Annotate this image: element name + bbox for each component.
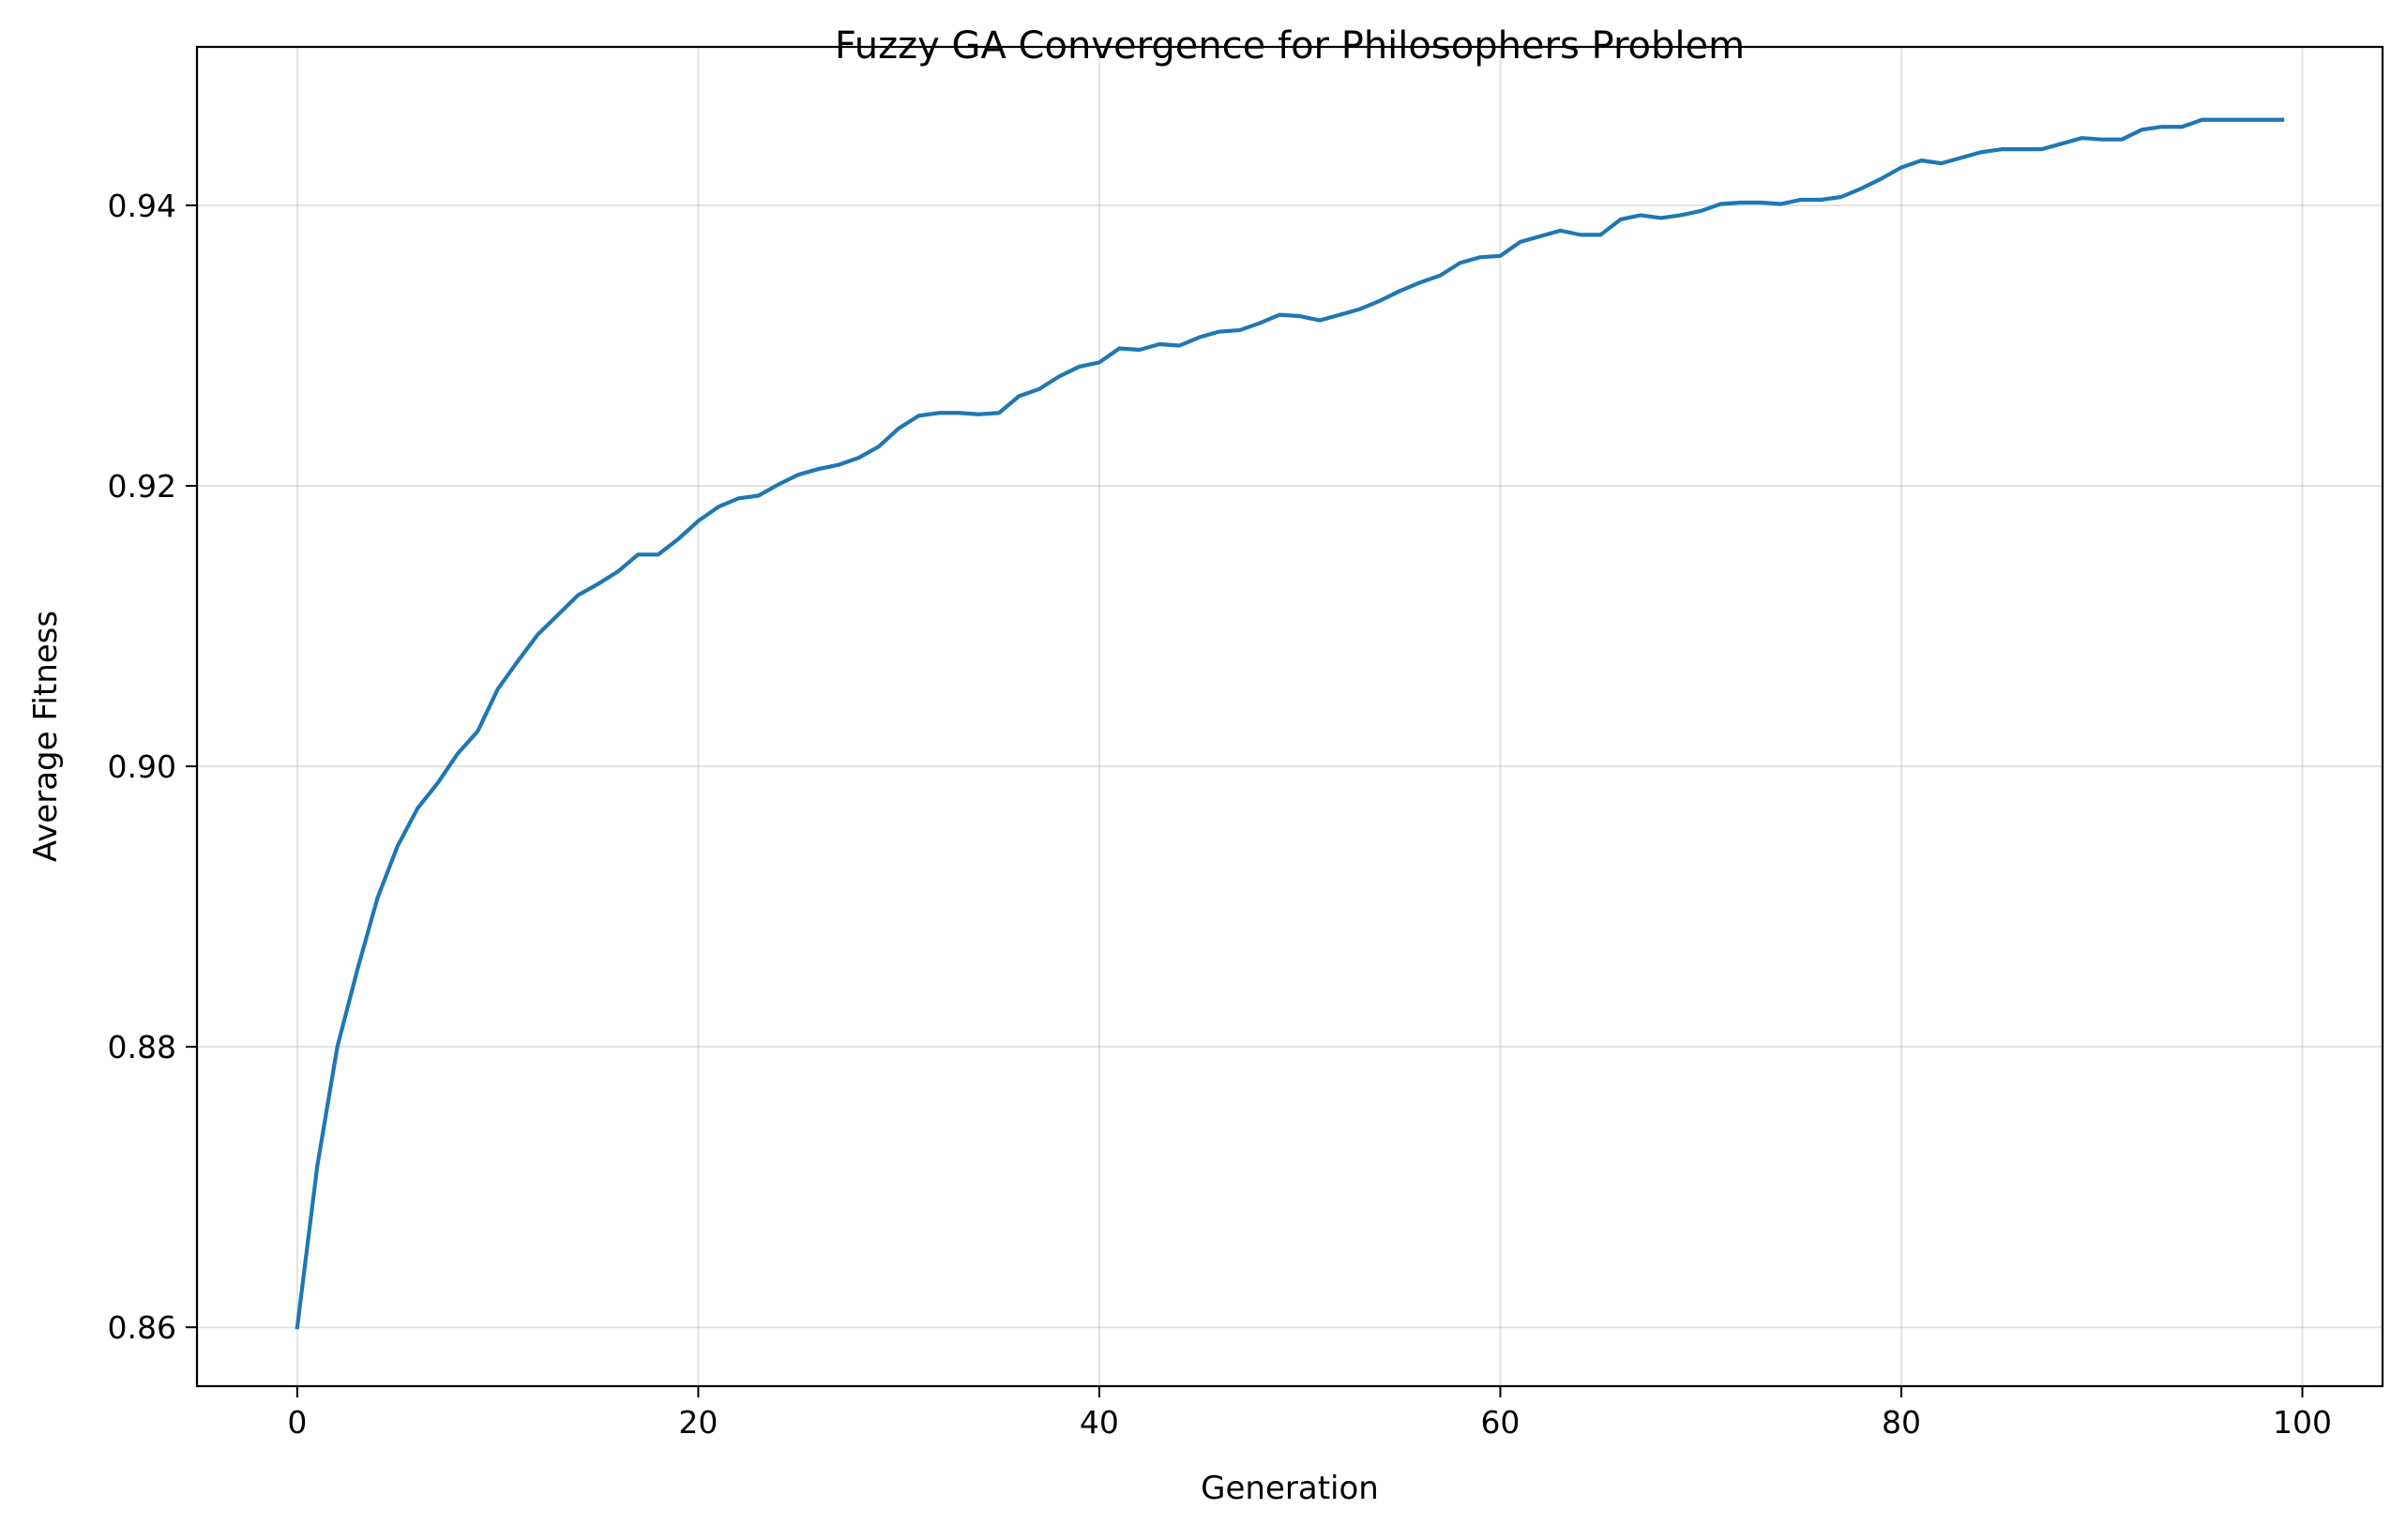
y-tick-label: 0.90 [108, 748, 176, 785]
grid-lines [197, 47, 2383, 1386]
x-tick-label: 40 [1080, 1404, 1119, 1441]
x-tick-label: 100 [2273, 1404, 2332, 1441]
chart-title: Fuzzy GA Convergence for Philosophers Pr… [835, 24, 1745, 68]
y-axis-label: Average Fitness [27, 611, 65, 862]
x-axis-label: Generation [1201, 1470, 1379, 1507]
y-tick-label: 0.86 [108, 1309, 176, 1346]
series-layer [295, 117, 2285, 1330]
y-tick-label: 0.92 [108, 468, 176, 505]
x-tick-label: 80 [1882, 1404, 1921, 1441]
x-tick-label: 0 [287, 1404, 307, 1441]
plot-area-frame [195, 45, 2384, 1388]
axis-ticks: 0 20 40 60 80 100 0.86 0.88 0.90 0.92 0.94 [108, 188, 2332, 1441]
x-tick-label: 60 [1480, 1404, 1520, 1441]
y-tick-label: 0.88 [108, 1029, 176, 1065]
x-tick-label: 20 [678, 1404, 718, 1441]
y-tick-label: 0.94 [108, 188, 176, 224]
series-line [295, 117, 2285, 1330]
